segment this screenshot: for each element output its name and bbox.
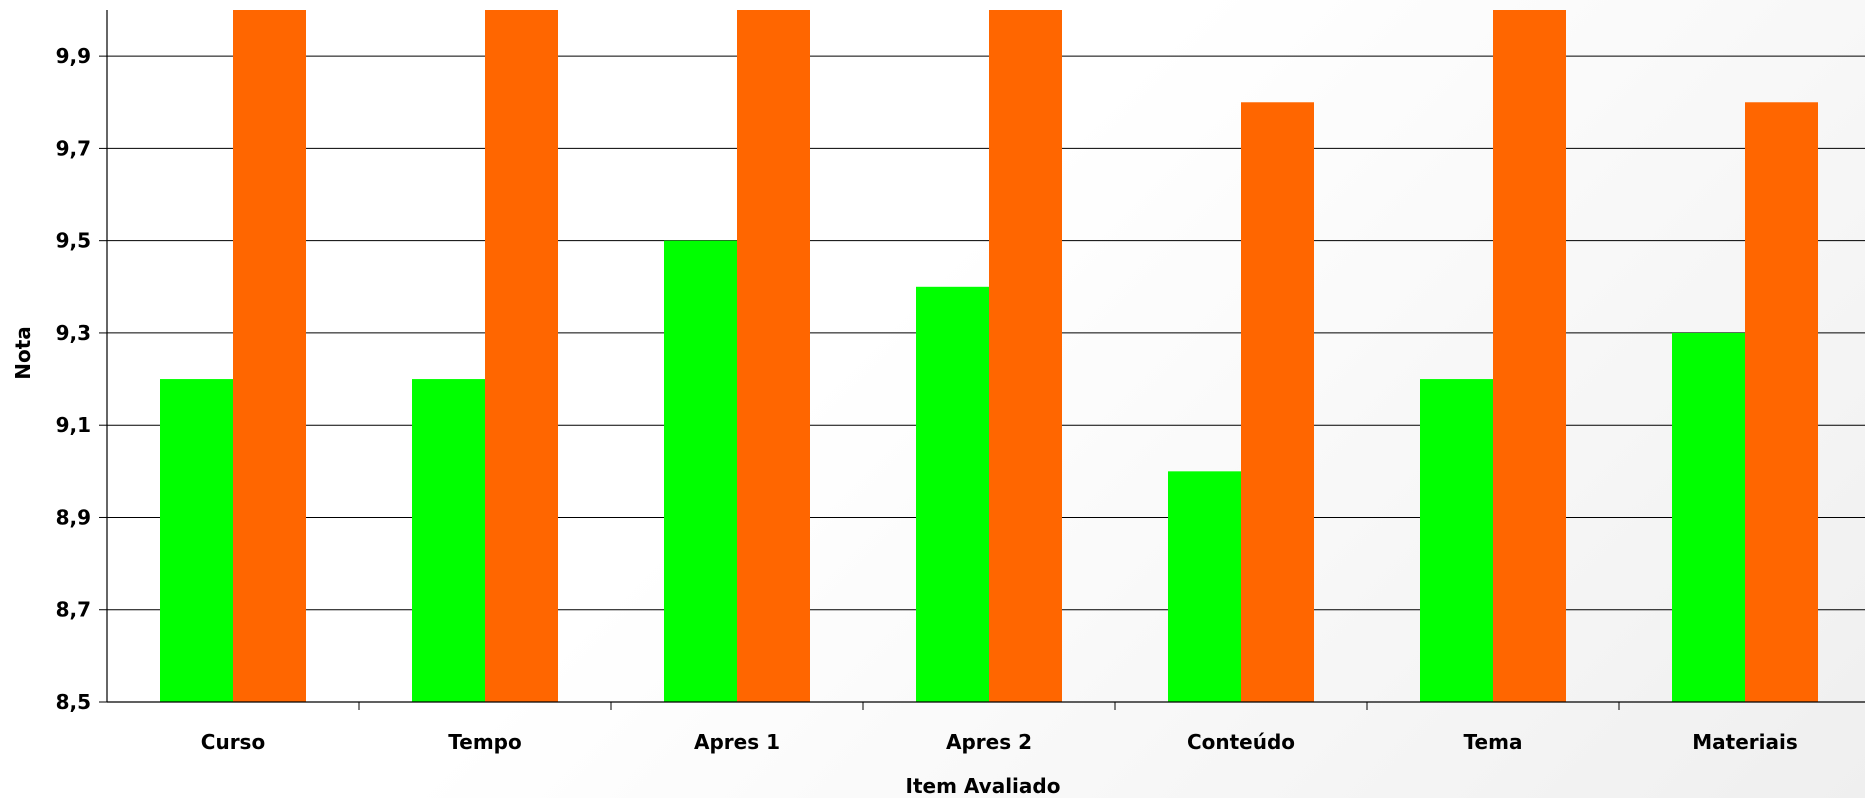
y-tick-label: 8,7 (56, 598, 91, 622)
y-tick-label: 9,7 (56, 136, 91, 160)
y-tick-label: 9,9 (56, 44, 91, 68)
bar (1493, 10, 1566, 702)
y-tick-label: 9,1 (56, 413, 91, 437)
bar (1168, 471, 1241, 702)
bar (233, 10, 306, 702)
bar (989, 10, 1062, 702)
bar (916, 286, 989, 702)
bar (1420, 379, 1493, 702)
bar (160, 379, 233, 702)
bar (1745, 102, 1818, 703)
bar (1241, 102, 1314, 703)
x-tick-label: Apres 1 (694, 730, 780, 754)
bar (664, 240, 737, 702)
y-axis-title: Nota (11, 326, 35, 380)
axes (99, 10, 1865, 710)
y-tick-label: 8,9 (56, 505, 91, 529)
x-tick-label: Tempo (448, 730, 521, 754)
x-axis-title: Item Avaliado (906, 774, 1061, 798)
x-tick-label: Curso (201, 730, 265, 754)
y-tick-label: 8,5 (56, 690, 91, 714)
x-tick-label: Apres 2 (946, 730, 1032, 754)
bar (412, 379, 485, 702)
bar (485, 10, 558, 702)
x-tick-label: Conteúdo (1187, 730, 1295, 754)
x-tick-labels: Curso Tempo Apres 1 Apres 2 Conteúdo Tema Mate… (201, 730, 1798, 754)
x-tick-label: Tema (1464, 730, 1523, 754)
y-tick-label: 9,3 (56, 321, 91, 345)
x-tick-label: Materiais (1692, 730, 1798, 754)
bar (1672, 332, 1745, 702)
y-tick-label: 9,5 (56, 229, 91, 253)
bars (160, 10, 1818, 703)
bar (737, 10, 810, 702)
y-tick-labels: 8,5 8,7 8,9 9,1 9,3 9,5 9,7 9,9 (56, 44, 91, 714)
